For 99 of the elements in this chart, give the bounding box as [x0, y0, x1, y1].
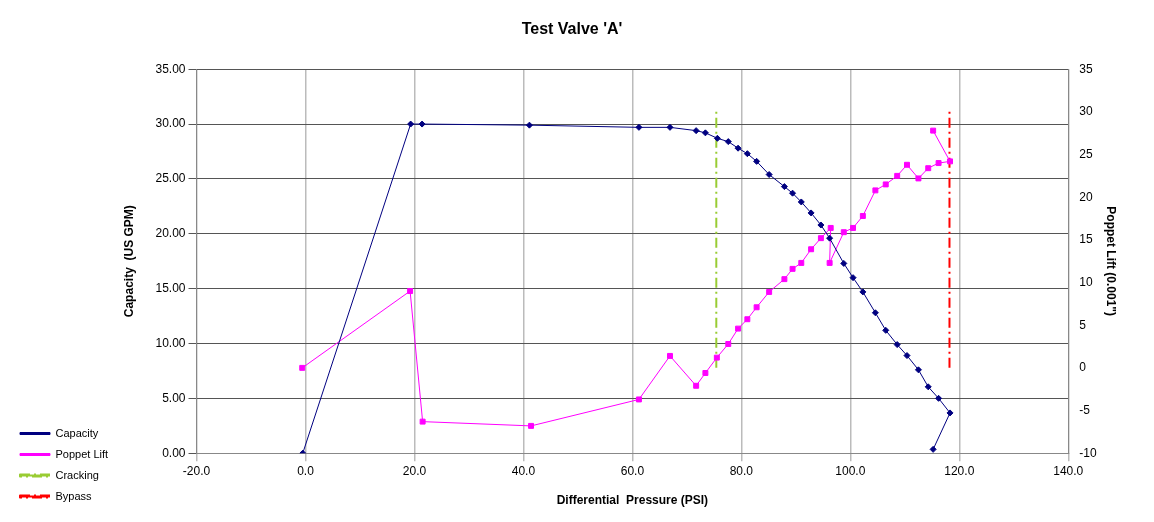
point: [935, 160, 942, 167]
y-tick-label: 30.00: [155, 116, 186, 131]
y-tick-label: 0.00: [162, 445, 186, 460]
point: [914, 366, 922, 374]
point: [893, 341, 901, 349]
y2-tick-label: 35: [1079, 61, 1093, 76]
point: [947, 158, 953, 165]
chart-title: Test Valve 'A': [521, 20, 623, 38]
point: [667, 352, 673, 359]
point: [849, 274, 857, 282]
point: [882, 326, 890, 334]
point: [666, 123, 674, 131]
point: [797, 198, 805, 206]
point: [929, 445, 937, 453]
y-tick-label: 15.00: [155, 280, 186, 295]
point: [935, 394, 943, 402]
point: [826, 234, 834, 242]
y2-tick-label: -5: [1079, 402, 1091, 417]
x-tick-label: 60.0: [620, 463, 645, 478]
point: [528, 422, 535, 429]
y2-tick-label: -10: [1079, 445, 1097, 460]
y2-tick-label: 0: [1079, 360, 1087, 375]
y2-axis-title: Poppet Lift (0.001"): [1104, 206, 1119, 317]
point: [299, 364, 306, 371]
point: [808, 246, 815, 253]
y-tick-label: 5.00: [162, 390, 186, 405]
point: [753, 157, 761, 165]
point: [807, 209, 815, 217]
point: [789, 265, 796, 272]
point: [635, 396, 642, 403]
x-tick-label: -20.0: [182, 463, 211, 478]
x-tick-label: 40.0: [511, 463, 536, 478]
point: [780, 183, 788, 191]
point: [781, 276, 788, 283]
point: [693, 382, 700, 389]
y2-tick-label: 15: [1079, 232, 1093, 247]
x-tick-label: 120.0: [944, 463, 975, 478]
point: [725, 341, 732, 347]
y-tick-label: 35.00: [155, 61, 186, 76]
point: [735, 325, 742, 332]
x-tick-label: 100.0: [835, 463, 866, 478]
y2-tick-label: 5: [1079, 317, 1087, 332]
x-tick-label: 20.0: [402, 463, 427, 478]
point: [817, 235, 824, 242]
point: [789, 189, 797, 197]
x-tick-label: 80.0: [729, 463, 754, 478]
point: [904, 161, 910, 168]
y-tick-label: 10.00: [155, 335, 186, 350]
y2-tick-label: 10: [1079, 274, 1093, 289]
point: [903, 352, 911, 360]
point: [915, 175, 922, 182]
point: [702, 370, 709, 376]
point: [827, 224, 834, 231]
y-tick-label: 25.00: [155, 171, 186, 186]
point: [743, 150, 751, 158]
point: [419, 418, 426, 425]
y-axis-title: Capacity (US GPM): [121, 205, 136, 318]
point: [753, 304, 760, 311]
point: [525, 121, 533, 129]
point: [859, 213, 866, 219]
point: [744, 316, 751, 323]
point: [859, 288, 867, 296]
point: [701, 129, 709, 137]
y2-tick-label: 25: [1079, 146, 1093, 161]
legend-label: Bypass: [55, 489, 93, 502]
y2-tick-label: 30: [1079, 104, 1093, 119]
point: [871, 309, 879, 317]
legend-label: Capacity: [55, 426, 99, 439]
point: [840, 259, 848, 267]
y2-tick-label: 20: [1079, 189, 1093, 204]
x-axis-title: Differential Pressure (PSI): [556, 493, 709, 508]
point: [798, 259, 805, 266]
legend-label: Cracking: [55, 468, 99, 481]
point: [418, 120, 426, 128]
point: [850, 224, 857, 231]
point: [407, 120, 415, 128]
point: [724, 138, 732, 146]
point: [635, 123, 643, 131]
point: [713, 134, 721, 142]
point: [925, 165, 932, 172]
point: [882, 181, 889, 188]
point: [765, 171, 773, 179]
point: [930, 127, 937, 134]
x-tick-label: 0.0: [297, 463, 315, 478]
point: [734, 144, 742, 152]
x-tick-label: 140.0: [1053, 463, 1084, 478]
y-tick-label: 20.00: [155, 226, 186, 241]
legend-label: Poppet Lift: [55, 447, 109, 460]
point: [766, 288, 773, 295]
point: [894, 172, 901, 179]
point: [826, 259, 833, 266]
point: [692, 127, 700, 135]
point: [840, 229, 847, 236]
point: [817, 221, 825, 229]
point: [872, 187, 879, 194]
point: [407, 288, 414, 295]
point: [946, 409, 954, 417]
point: [713, 354, 720, 361]
point: [924, 383, 932, 391]
